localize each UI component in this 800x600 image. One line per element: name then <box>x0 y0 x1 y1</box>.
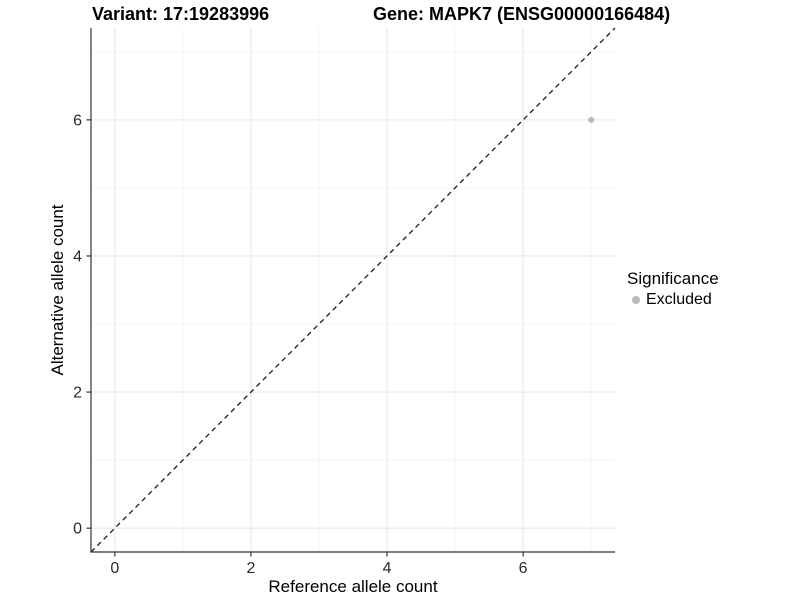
gene-title: Gene: MAPK7 (ENSG00000166484) <box>373 4 671 24</box>
y-tick-label: 0 <box>73 521 82 538</box>
data-point <box>588 116 595 123</box>
y-tick-label: 4 <box>73 248 82 265</box>
legend: Significance Excluded <box>627 269 719 309</box>
x-tick-label: 2 <box>246 560 255 577</box>
x-tick-label: 4 <box>383 560 392 577</box>
legend-title: Significance <box>627 269 719 288</box>
circle-icon <box>632 296 640 304</box>
identity-dashed-line <box>90 27 616 553</box>
legend-entry: Excluded <box>627 291 719 309</box>
y-tick-label: 2 <box>73 385 82 402</box>
variant-title: Variant: 17:19283996 <box>92 4 270 24</box>
x-tick-label: 6 <box>519 560 528 577</box>
legend-entry-label: Excluded <box>646 291 712 308</box>
x-axis-title: Reference allele count <box>268 577 437 596</box>
y-tick-label: 6 <box>73 112 82 129</box>
x-tick-label: 0 <box>110 560 119 577</box>
chart-layer: 0 2 4 6 0 2 4 6 <box>73 27 616 577</box>
y-axis-title: Alternative allele count <box>48 204 67 375</box>
